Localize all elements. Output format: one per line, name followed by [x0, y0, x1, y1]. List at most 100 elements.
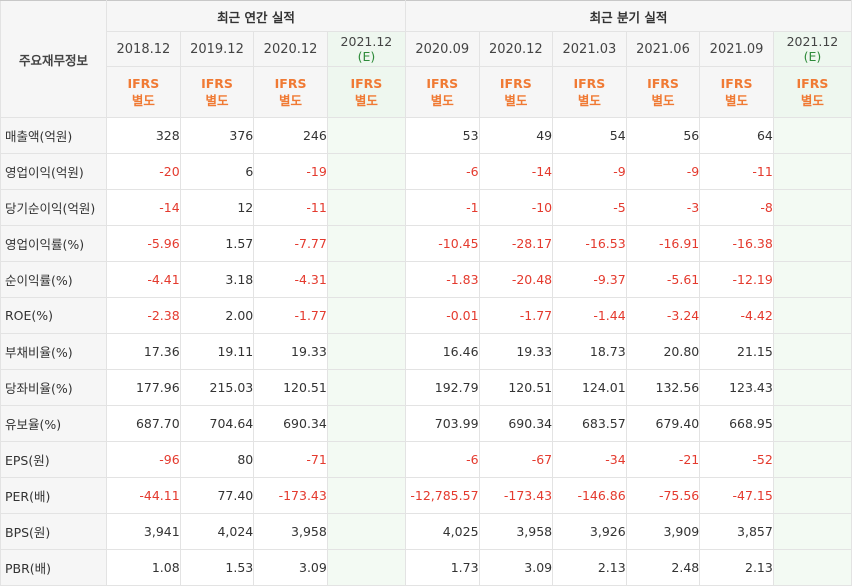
table-cell [326, 153, 406, 190]
table-cell: 690.34 [478, 405, 554, 442]
ifrs-text: IFRS [350, 76, 383, 91]
row-label: EPS(원) [0, 441, 108, 478]
table-cell [772, 405, 852, 442]
ifrs-text: IFRS [647, 76, 679, 91]
table-cell: -10.45 [404, 225, 480, 262]
period-date-text: 2021.12 [786, 34, 839, 49]
table-row: ROE(%) -2.38 2.00 -1.77 -0.01 -1.77 -1.44 -3.24… [0, 297, 852, 334]
ifrs-type-text: 별도 [205, 93, 229, 108]
ifrs-text: IFRS [720, 76, 753, 91]
table-cell [326, 441, 406, 478]
ifrs-standard: IFRS 별도 [253, 66, 328, 118]
table-cell: 16.46 [404, 333, 480, 370]
table-cell: 3,926 [552, 513, 627, 550]
table-cell: -14 [106, 189, 181, 226]
ifrs-standard: IFRS 별도 [179, 66, 255, 118]
table-cell: -2.38 [106, 297, 181, 334]
table-cell [772, 297, 852, 334]
table-cell: -12,785.57 [404, 477, 480, 514]
table-cell: 3,857 [699, 513, 774, 550]
table-row: BPS(원) 3,941 4,024 3,958 4,025 3,958 3,926 3,90… [0, 513, 852, 550]
table-cell: -4.42 [699, 297, 774, 334]
table-cell: 683.57 [552, 405, 627, 442]
table-row: 당기순이익(억원) -14 12 -11 -1 -10 -5 -3 -8 [0, 189, 852, 226]
table-row: 당좌비율(%) 177.96 215.03 120.51 192.79 120.51 124… [0, 369, 852, 406]
table-cell: -146.86 [552, 477, 627, 514]
ifrs-text: IFRS [499, 76, 532, 91]
annual-group-header: 최근 연간 실적 [106, 0, 406, 32]
table-row: EPS(원) -96 80 -71 -6 -67 -34 -21 -52 [0, 441, 852, 478]
table-cell: -1 [404, 189, 480, 226]
table-cell: 19.11 [179, 333, 255, 370]
table-cell: 18.73 [552, 333, 627, 370]
table-cell [772, 225, 852, 262]
table-cell: -47.15 [699, 477, 774, 514]
period-date-text: 2020.12 [263, 41, 318, 57]
table-cell: -44.11 [106, 477, 181, 514]
ifrs-type-text: 별도 [279, 93, 303, 108]
estimate-marker: (E) [357, 49, 376, 64]
row-label: 부채비율(%) [0, 333, 108, 370]
table-cell: 21.15 [699, 333, 774, 370]
ifrs-standard: IFRS 별도 [552, 66, 627, 118]
ifrs-text: IFRS [127, 76, 160, 91]
table-cell: 192.79 [404, 369, 480, 406]
table-cell: -16.91 [625, 225, 701, 262]
table-cell: -71 [253, 441, 328, 478]
ifrs-row: IFRS 별도 IFRS 별도 IFRS 별도 IFRS 별도 IFRS 별도 IFRS 별도 IFRS… [1, 66, 852, 118]
table-cell [326, 189, 406, 226]
period-date: 2020.09 [404, 31, 480, 67]
ifrs-standard: IFRS 별도 [772, 66, 852, 118]
row-label: 영업이익(억원) [0, 153, 108, 190]
table-cell: -20 [106, 153, 181, 190]
table-cell: -20.48 [478, 261, 554, 298]
table-cell [326, 369, 406, 406]
table-cell: 120.51 [478, 369, 554, 406]
ifrs-standard: IFRS 별도 [478, 66, 554, 118]
table-cell: 1.73 [404, 549, 480, 586]
table-cell: 19.33 [478, 333, 554, 370]
table-cell: 132.56 [625, 369, 701, 406]
table-cell: -4.41 [106, 261, 181, 298]
table-row: 매출액(억원) 328 376 246 53 49 54 56 64 [0, 117, 852, 154]
table-cell: -52 [699, 441, 774, 478]
ifrs-type-text: 별도 [800, 93, 824, 108]
table-cell: -14 [478, 153, 554, 190]
table-cell: 668.95 [699, 405, 774, 442]
table-cell [772, 189, 852, 226]
table-cell [772, 117, 852, 154]
period-date-row: 2018.12 2019.12 2020.12 2021.12 (E) 2020.09 20… [1, 31, 852, 67]
table-cell: -19 [253, 153, 328, 190]
table-row: 부채비율(%) 17.36 19.11 19.33 16.46 19.33 18.73 20.… [0, 333, 852, 370]
table-cell [326, 297, 406, 334]
table-cell: 2.13 [552, 549, 627, 586]
table-cell: 20.80 [625, 333, 701, 370]
table-cell [326, 405, 406, 442]
period-date: 2020.12 [478, 31, 554, 67]
period-date-text: 2020.09 [415, 41, 470, 57]
period-date: 2021.03 [552, 31, 627, 67]
table-cell: 56 [625, 117, 701, 154]
row-label: 순이익률(%) [0, 261, 108, 298]
row-label: 영업이익률(%) [0, 225, 108, 262]
table-cell: -3 [625, 189, 701, 226]
row-label: PER(배) [0, 477, 108, 514]
table-cell: -8 [699, 189, 774, 226]
table-cell: 6 [179, 153, 255, 190]
table-cell: 690.34 [253, 405, 328, 442]
table-cell: -6 [404, 441, 480, 478]
table-cell: -5.61 [625, 261, 701, 298]
table-cell: 123.43 [699, 369, 774, 406]
table-cell [326, 225, 406, 262]
table-cell: -11 [699, 153, 774, 190]
table-cell: 12 [179, 189, 255, 226]
table-cell: 49 [478, 117, 554, 154]
ifrs-standard: IFRS 별도 [106, 66, 181, 118]
table-cell [772, 513, 852, 550]
ifrs-standard: IFRS 별도 [404, 66, 480, 118]
table-cell: -96 [106, 441, 181, 478]
ifrs-text: IFRS [201, 76, 233, 91]
table-cell: 3.09 [253, 549, 328, 586]
ifrs-text: IFRS [274, 76, 307, 91]
table-cell: -173.43 [253, 477, 328, 514]
